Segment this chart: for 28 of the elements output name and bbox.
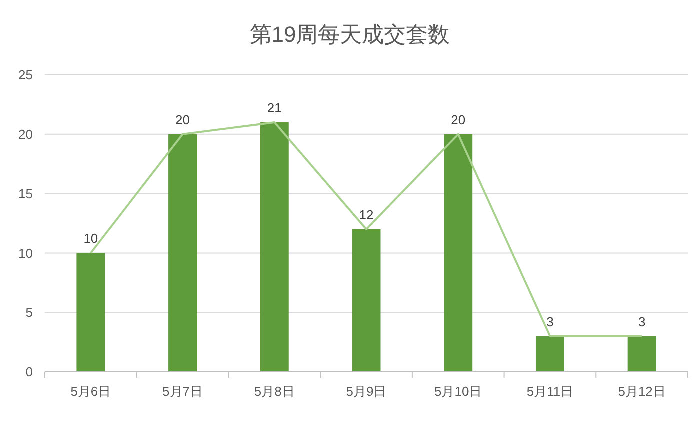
y-tick-label: 20 <box>18 126 33 142</box>
bar <box>628 336 656 372</box>
data-label: 20 <box>176 112 190 128</box>
bar <box>536 336 564 372</box>
data-label: 12 <box>359 207 374 222</box>
y-tick-label: 5 <box>26 305 33 320</box>
x-tick-label: 5月7日 <box>162 384 204 399</box>
x-tick-label: 5月10日 <box>434 384 482 399</box>
data-label: 10 <box>84 231 98 246</box>
x-tick-label: 5月9日 <box>346 384 387 399</box>
bar <box>260 122 289 372</box>
x-tick-label: 5月6日 <box>70 384 112 399</box>
x-tick-label: 5月12日 <box>618 384 666 399</box>
data-label: 3 <box>638 314 646 330</box>
bar <box>76 253 106 372</box>
data-label: 20 <box>451 112 466 128</box>
data-label: 21 <box>267 100 282 116</box>
x-tick-label: 5月11日 <box>526 384 574 399</box>
y-tick-label: 15 <box>18 186 33 202</box>
y-tick-label: 10 <box>18 246 33 261</box>
y-tick-label: 25 <box>18 68 33 83</box>
x-tick-label: 5月8日 <box>254 384 295 399</box>
chart-title: 第19周每天成交套数 <box>250 22 450 47</box>
bar <box>168 134 198 372</box>
bar <box>352 229 381 372</box>
y-tick-label: 0 <box>26 364 33 380</box>
data-label: 3 <box>546 314 554 330</box>
bar <box>444 134 473 372</box>
